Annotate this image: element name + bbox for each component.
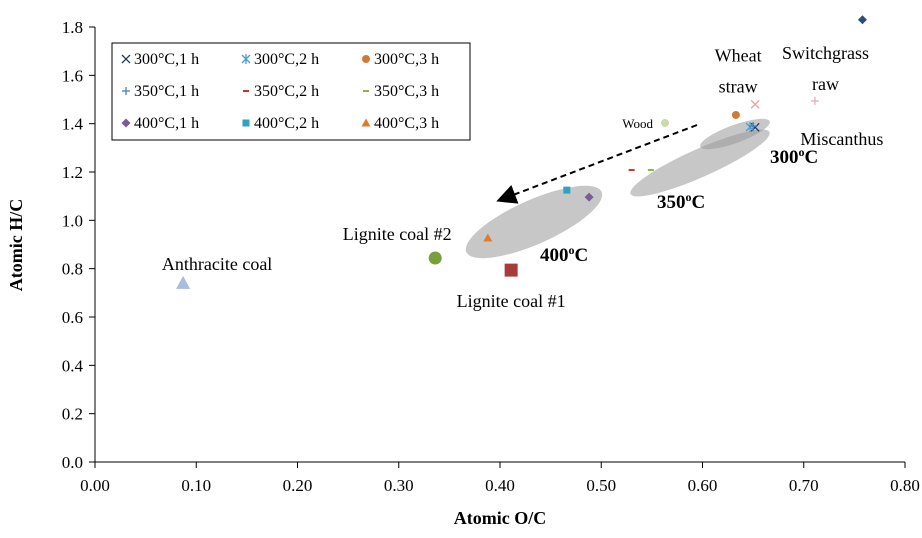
legend-box — [111, 42, 471, 141]
x-axis-title: Atomic O/C — [454, 508, 546, 528]
legend-marker — [362, 55, 370, 63]
reference-point — [504, 263, 518, 277]
legend-label: 350°C,3 h — [374, 83, 439, 100]
legend-label: 300°C,1 h — [134, 51, 199, 68]
y-tick-label: 0.8 — [62, 260, 83, 279]
y-tick-label: 1.8 — [62, 18, 83, 37]
y-tick-label: 1.2 — [62, 163, 83, 182]
legend-marker — [241, 54, 251, 64]
data-point — [749, 122, 758, 131]
region-label-part: C — [805, 147, 819, 168]
point-label: Switchgrass — [782, 43, 869, 63]
reference-point — [750, 99, 760, 109]
point-label: raw — [812, 74, 839, 94]
x-tick-label: 0.80 — [890, 476, 920, 495]
region-label: 400oC — [540, 243, 588, 266]
region-400 — [465, 185, 603, 259]
region-label: 300oC — [770, 145, 818, 168]
region-label-part: 400 — [540, 245, 569, 266]
x-tick-label: 0.10 — [181, 476, 211, 495]
x-tick-label: 0.30 — [384, 476, 414, 495]
region-label-part: C — [692, 192, 706, 213]
y-tick-label: 1.4 — [62, 115, 84, 134]
data-point — [563, 186, 571, 194]
data-point — [731, 110, 740, 119]
data-point — [483, 233, 493, 242]
legend-label: 400°C,3 h — [374, 115, 439, 132]
x-tick-label: 0.00 — [80, 476, 110, 495]
reference-point — [176, 275, 191, 289]
point-label: Miscanthus — [800, 129, 883, 149]
point-label: Lignite coal #2 — [343, 224, 452, 244]
legend-label: 350°C,2 h — [254, 83, 319, 100]
legend-marker — [242, 119, 250, 127]
point-label: Lignite coal #1 — [457, 291, 566, 311]
region-label-part: o — [686, 190, 692, 204]
region-label-part: C — [575, 245, 589, 266]
legend-label: 350°C,1 h — [134, 83, 199, 100]
legend-label: 300°C,2 h — [254, 51, 319, 68]
reference-point — [857, 15, 867, 25]
reference-point — [428, 251, 442, 265]
legend-label: 400°C,1 h — [134, 115, 199, 132]
y-tick-label: 0.0 — [62, 453, 83, 472]
legend-marker — [121, 54, 131, 64]
x-tick-label: 0.60 — [688, 476, 718, 495]
point-label: Wheat — [715, 45, 762, 65]
legend-marker — [361, 118, 371, 127]
x-tick-label: 0.70 — [789, 476, 819, 495]
legend-marker — [121, 118, 131, 128]
trend-arrow — [496, 124, 698, 204]
x-tick-label: 0.50 — [586, 476, 616, 495]
region-label: 350oC — [657, 190, 705, 213]
x-tick-label: 0.40 — [485, 476, 515, 495]
legend-marker — [122, 87, 130, 95]
legend-label: 400°C,2 h — [254, 115, 319, 132]
point-label: straw — [719, 76, 758, 96]
x-tick-label: 0.20 — [283, 476, 313, 495]
legend-label: 300°C,3 h — [374, 51, 439, 68]
region-label-part: o — [799, 145, 805, 159]
y-tick-label: 0.4 — [62, 356, 84, 375]
reference-point — [810, 96, 819, 105]
region-label-part: o — [569, 243, 575, 257]
region-label-part: 350 — [657, 192, 686, 213]
region-350 — [630, 129, 770, 197]
y-tick-label: 0.6 — [62, 308, 83, 327]
point-label: Wood — [622, 116, 653, 131]
y-tick-label: 0.2 — [62, 405, 83, 424]
y-axis-title: Atomic H/C — [6, 199, 26, 291]
point-label: Anthracite coal — [162, 254, 272, 274]
y-tick-label: 1.0 — [62, 211, 83, 230]
y-tick-label: 1.6 — [62, 66, 83, 85]
reference-point — [661, 118, 670, 127]
data-point — [584, 192, 594, 202]
region-label-part: 300 — [770, 147, 799, 168]
